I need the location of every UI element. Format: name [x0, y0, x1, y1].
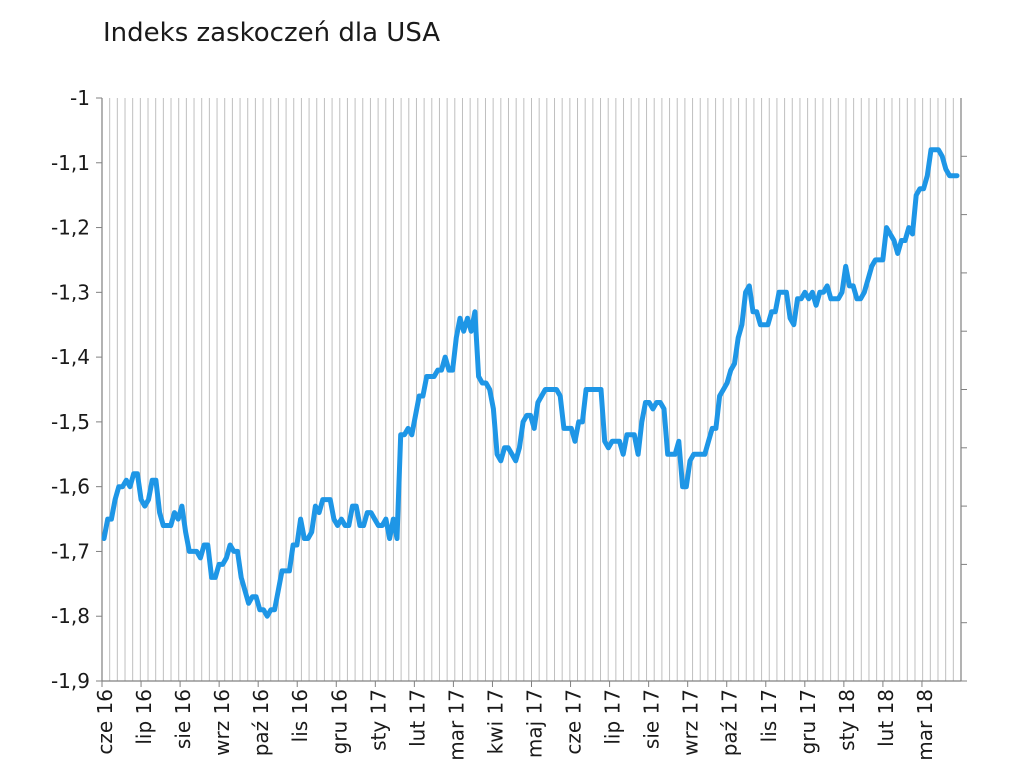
x-tick-label: maj 17 [523, 689, 547, 758]
y-tick-label: -1,3 [51, 280, 90, 304]
y-tick-label: -1,1 [51, 151, 90, 175]
x-tick-label: mar 17 [444, 689, 468, 761]
y-tick-label: -1,2 [51, 216, 90, 240]
x-tick-label: lip 16 [132, 689, 156, 745]
x-tick-label: paź 17 [718, 689, 742, 756]
x-tick-label: cze 17 [562, 689, 586, 755]
y-tick-label: -1,9 [51, 669, 90, 693]
grid-layer [109, 98, 954, 681]
x-tick-label: mar 18 [913, 689, 937, 761]
ytick-labels: -1 -1,1 -1,2 -1,3 -1,4 -1,5 -1,6 -1,7 -1,8 -1,9 [51, 86, 90, 693]
y-tick-label: -1,4 [51, 345, 90, 369]
x-tick-label: cze 16 [93, 689, 117, 755]
x-tick-label: sty 18 [835, 689, 859, 751]
x-tick-label: lis 16 [288, 689, 312, 742]
y-tick-label: -1,5 [51, 410, 90, 434]
x-tick-label: wrz 16 [210, 689, 234, 756]
x-tick-label: lip 17 [601, 689, 625, 745]
y-tick-label: -1,8 [51, 604, 90, 628]
series-line [101, 147, 960, 619]
y-tick-label: -1,7 [51, 539, 90, 563]
y-tick-label: -1 [70, 86, 90, 110]
x-tick-label: gru 16 [327, 689, 351, 754]
line-layer [101, 147, 960, 619]
x-tick-label: sie 16 [171, 689, 195, 749]
x-tick-label: lis 17 [757, 689, 781, 742]
x-tick-label: lut 17 [405, 689, 429, 747]
x-tick-label: paź 16 [249, 689, 273, 756]
y-tick-label: -1,6 [51, 475, 90, 499]
x-tick-label: sie 17 [640, 689, 664, 749]
axis-layer [96, 97, 967, 687]
chart-title: Indeks zaskoczeń dla USA [103, 18, 441, 48]
x-tick-label: gru 17 [796, 689, 820, 754]
x-tick-label: sty 17 [366, 689, 390, 751]
x-tick-label: lut 18 [874, 689, 898, 747]
xtick-labels: cze 16 lip 16 sie 16 wrz 16 paź 16 lis 16 gru … [93, 689, 937, 761]
x-tick-label: kwi 17 [483, 689, 507, 754]
x-tick-label: wrz 17 [679, 689, 703, 756]
